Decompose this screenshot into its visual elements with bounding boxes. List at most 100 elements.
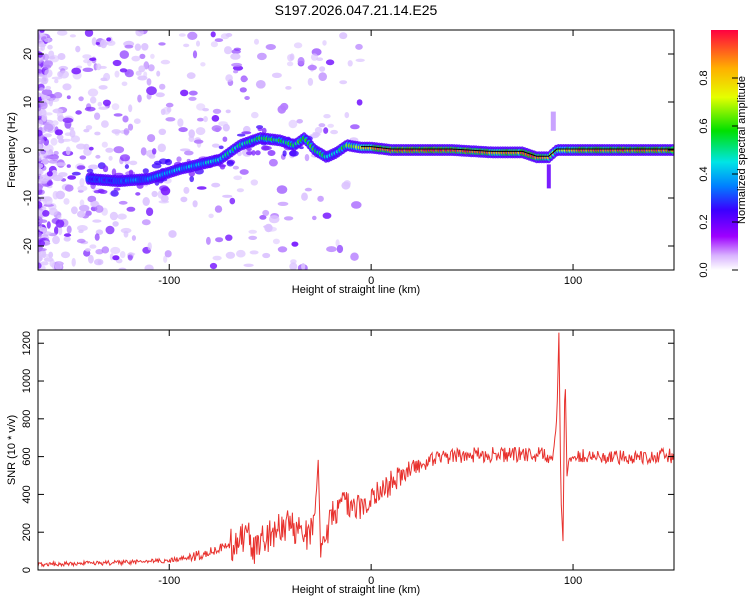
- spectrogram-ridge: [85, 111, 674, 189]
- spectrogram-noise-blob: [323, 127, 329, 134]
- spectrogram-noise-blob: [38, 69, 44, 74]
- spectrogram-noise-blob: [307, 77, 314, 86]
- spectrogram-noise-blob: [77, 210, 86, 218]
- spectrogram-noise-blob: [51, 76, 63, 80]
- spectrogram-noise-blob: [133, 118, 141, 124]
- spectrogram-noise-blob: [138, 65, 146, 73]
- spectrogram-x-tick-label: 0: [368, 275, 374, 287]
- spectrogram-noise-blob: [46, 221, 51, 229]
- spectrogram-noise-blob: [240, 76, 248, 82]
- spectrogram-noise-blob: [231, 62, 243, 67]
- spectrogram-noise-blob: [76, 143, 86, 150]
- spectrogram-noise-blob: [192, 200, 198, 208]
- spectrogram-noise-blob: [195, 127, 206, 136]
- spectrogram-noise-blob: [310, 53, 319, 61]
- spectrogram-noise-blob: [307, 64, 317, 71]
- spectrogram-noise-blob: [142, 197, 150, 206]
- spectrogram-noise-blob: [38, 210, 43, 216]
- spectrogram-noise-blob: [186, 72, 196, 79]
- spectrogram-noise-blob: [268, 215, 280, 224]
- spectrogram-noise-blob: [193, 139, 204, 144]
- spectrogram-noise-blob: [188, 135, 195, 142]
- spectrogram-noise-blob: [218, 145, 224, 150]
- spectrogram-noise-blob: [211, 182, 221, 188]
- spectrogram-noise-blob: [39, 101, 48, 110]
- spectrogram-noise-blob: [343, 180, 351, 187]
- colorbar-tick-label: 0.2: [698, 214, 710, 229]
- spectrogram-noise-blob: [222, 194, 233, 198]
- spectrogram-noise-blob: [254, 38, 259, 45]
- spectrogram-noise-blob: [146, 86, 157, 96]
- spectrogram-noise-blob: [87, 88, 99, 97]
- spectrogram-noise-blob: [276, 185, 288, 194]
- spectrogram-noise-blob: [160, 59, 171, 65]
- spectrogram-noise-blob: [232, 165, 239, 170]
- spectrogram-noise-blob: [272, 238, 280, 245]
- spectrogram-noise-blob: [248, 235, 258, 240]
- spectrogram-noise-blob: [162, 106, 171, 115]
- spectrogram-noise-blob: [79, 204, 90, 212]
- spectrogram-noise-blob: [118, 267, 127, 270]
- spectrogram-x-ticks: -100 0 100: [158, 30, 582, 287]
- spectrogram-noise-blob: [100, 77, 108, 82]
- spectrogram-noise-blob: [187, 31, 198, 40]
- spectrogram-noise-blob: [180, 89, 189, 97]
- spectrogram-noise-blob: [297, 57, 305, 66]
- spectrogram-noise-blob: [39, 87, 45, 92]
- spectrogram-noise-blob: [277, 105, 287, 114]
- spectrogram-noise-blob: [79, 199, 85, 207]
- spectrogram-noise-blob: [225, 109, 231, 114]
- spectrogram-noise-blob: [114, 70, 120, 78]
- spectrogram-noise-blob: [351, 201, 362, 209]
- spectrogram-noise-blob: [47, 44, 53, 50]
- spectrogram-noise-blob: [82, 54, 92, 59]
- spectrogram-noise-blob: [241, 131, 252, 135]
- spectrogram-noise-blob: [257, 52, 267, 61]
- spectrogram-noise-blob: [97, 101, 103, 107]
- spectrogram-noise-blob: [124, 69, 134, 78]
- spectrogram-noise-blob: [140, 147, 147, 156]
- spectrogram-noise-blob: [239, 169, 249, 175]
- spectrogram-noise-blob: [131, 55, 141, 62]
- spectrogram-noise-blob: [183, 186, 190, 194]
- spectrogram-noise-blob: [127, 123, 134, 131]
- spectrogram-noise-blob: [179, 148, 191, 152]
- colorbar-tick-label: 0.6: [698, 118, 710, 133]
- spectrogram-noise-blob: [87, 195, 97, 203]
- spectrogram-noise-blob: [105, 147, 114, 153]
- snr-y-label: SNR (10 * v/v): [6, 415, 18, 485]
- colorbar-gradient: [711, 30, 738, 270]
- spectrogram-noise-blob: [79, 155, 87, 160]
- spectrogram-noise-blob: [192, 50, 198, 59]
- snr-panel: -100 0 100 0 200 400 600 800 1000 1200 Height of…: [6, 329, 675, 596]
- spectrogram-noise-blob: [58, 226, 63, 236]
- spectrogram-noise-blob: [111, 103, 120, 111]
- spectrogram-noise-blob: [312, 215, 317, 221]
- spectrogram-noise-blob: [336, 244, 344, 254]
- spectrogram-noise-blob: [147, 242, 152, 251]
- spectrogram-noise-blob: [98, 85, 108, 90]
- spectrogram-x-tick-label: 100: [564, 275, 582, 287]
- spectrogram-noise-blob: [152, 148, 157, 155]
- spectrogram-noise-blob: [44, 69, 53, 78]
- spectrogram-noise-blob: [42, 199, 48, 205]
- spectrogram-noise-blob: [85, 125, 93, 130]
- spectrogram-noise-blob: [236, 249, 246, 258]
- spectrogram-noise-blob: [323, 114, 331, 119]
- spectrogram-noise-blob: [43, 203, 54, 207]
- spectrogram-noise-blob: [121, 81, 128, 87]
- spectrogram-noise-blob: [316, 57, 324, 61]
- snr-y-tick-label: 1200: [21, 331, 33, 355]
- spectrogram-noise-blob: [38, 119, 44, 127]
- spectrogram-noise-blob: [131, 235, 136, 241]
- spectrogram-noise-blob: [147, 64, 155, 72]
- spectrogram-noise-blob: [38, 51, 43, 58]
- spectrogram-noise-blob: [43, 123, 54, 132]
- spectrogram-noise-blob: [255, 150, 261, 156]
- spectrogram-noise-blob: [62, 83, 72, 91]
- spectrogram-noise-blob: [66, 95, 71, 100]
- spectrogram-noise-blob: [233, 69, 239, 74]
- spectrogram-noise-blob: [38, 183, 43, 191]
- spectrogram-noise-blob: [184, 150, 194, 156]
- spectrogram-noise-blob: [325, 59, 335, 66]
